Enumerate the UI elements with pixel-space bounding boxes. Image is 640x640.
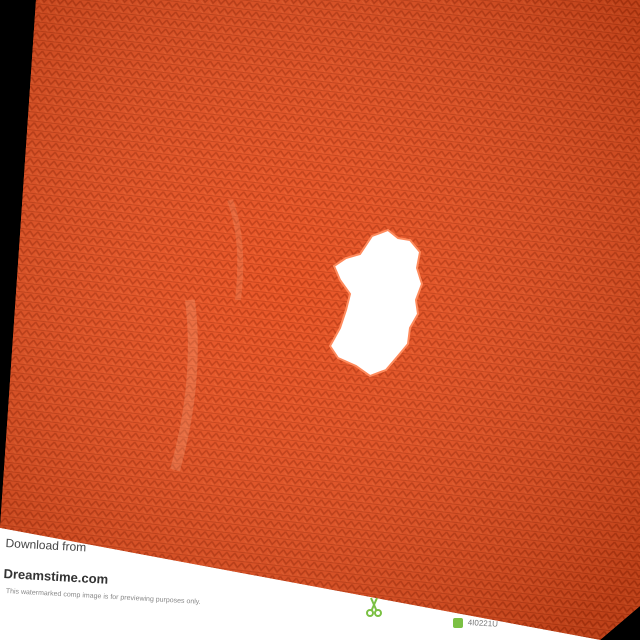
id-badge-icon: [453, 618, 463, 628]
scissors-icon: [366, 597, 382, 617]
fabric-hole: [328, 228, 424, 378]
watermark-image-id: 4I0221U: [467, 618, 499, 629]
